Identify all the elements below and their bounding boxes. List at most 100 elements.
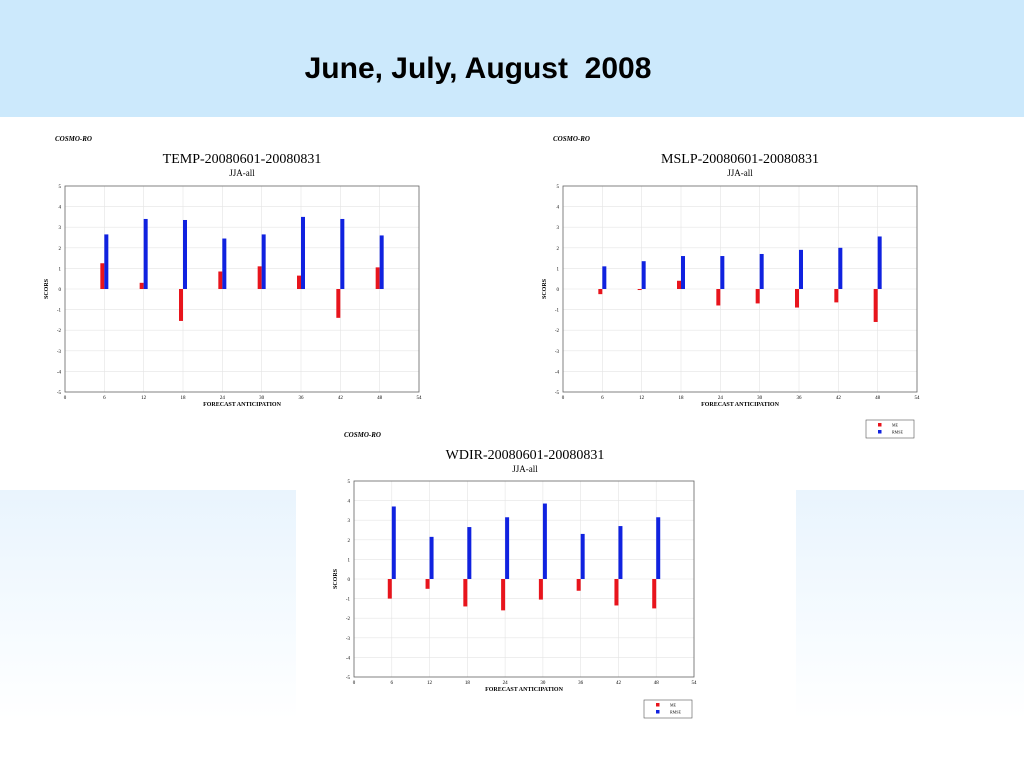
- y-tick-label: -1: [555, 309, 560, 314]
- bar-rmse-36: [799, 249, 803, 289]
- y-tick-label: 1: [348, 558, 351, 563]
- bar-rmse-12: [143, 218, 148, 289]
- y-tick-label: 1: [557, 267, 560, 272]
- x-tick-label: 36: [299, 396, 305, 401]
- x-tick-label: 0: [562, 396, 565, 401]
- chart-brand: COSMO-RO: [344, 431, 381, 439]
- x-tick-label: 48: [377, 396, 383, 401]
- y-tick-label: -5: [555, 391, 560, 396]
- y-tick-label: 5: [557, 185, 560, 190]
- bar-rmse-12: [641, 261, 646, 289]
- chart-brand: COSMO-RO: [55, 135, 92, 143]
- y-axis-label: SCORS: [44, 278, 50, 299]
- legend-swatch: [656, 703, 660, 707]
- y-axis-label: SCORS: [542, 278, 548, 299]
- bar-rmse-30: [542, 503, 547, 579]
- y-tick-label: 0: [348, 578, 351, 583]
- y-tick-label: -4: [555, 370, 560, 375]
- x-tick-label: 42: [836, 396, 842, 401]
- slide-header: June, July, August 2008: [0, 0, 1024, 117]
- bar-me-12: [425, 579, 430, 589]
- chart-subtitle: JJA-all: [727, 168, 753, 178]
- x-tick-label: 18: [465, 681, 471, 686]
- legend-swatch: [656, 710, 660, 714]
- bar-rmse-30: [759, 253, 764, 289]
- y-tick-label: -5: [346, 676, 351, 681]
- y-tick-label: 2: [348, 539, 351, 544]
- bar-rmse-30: [261, 234, 266, 289]
- y-tick-label: 4: [557, 206, 560, 211]
- bar-rmse-18: [467, 527, 472, 579]
- chart-brand: COSMO-RO: [553, 135, 590, 143]
- bar-me-24: [501, 579, 506, 611]
- bar-rmse-42: [340, 218, 345, 289]
- legend-swatch: [878, 423, 882, 427]
- x-tick-label: 30: [757, 396, 763, 401]
- legend-swatch: [878, 430, 882, 434]
- chart-title: WDIR-20080601-20080831: [446, 448, 605, 463]
- chart-subtitle: JJA-all: [512, 464, 538, 474]
- bar-me-48: [652, 579, 657, 609]
- plot-frame: [353, 480, 695, 678]
- bar-me-36: [297, 275, 301, 289]
- y-axis-label: SCORS: [333, 568, 339, 589]
- x-tick-label: 54: [915, 396, 921, 401]
- x-tick-label: 18: [181, 396, 187, 401]
- bar-me-42: [336, 289, 341, 318]
- bar-rmse-36: [580, 533, 585, 579]
- bar-me-24: [716, 289, 721, 306]
- y-tick-label: 0: [59, 288, 62, 293]
- x-axis-label: FORECAST ANTICIPATION: [701, 402, 780, 408]
- x-tick-label: 54: [692, 681, 698, 686]
- bar-rmse-6: [104, 234, 109, 289]
- y-tick-label: 2: [557, 247, 560, 252]
- bar-me-30: [538, 579, 543, 600]
- x-tick-label: 0: [64, 396, 67, 401]
- bar-rmse-24: [222, 238, 227, 289]
- x-tick-label: 0: [353, 681, 356, 686]
- x-tick-label: 12: [639, 396, 645, 401]
- bar-me-12: [637, 289, 642, 291]
- y-tick-label: -4: [57, 370, 62, 375]
- y-tick-label: -4: [346, 656, 351, 661]
- bar-rmse-6: [602, 266, 607, 289]
- bar-me-42: [834, 289, 839, 303]
- bar-me-48: [873, 289, 878, 322]
- y-tick-label: -1: [57, 309, 62, 314]
- x-tick-label: 12: [141, 396, 147, 401]
- bar-rmse-12: [429, 536, 434, 579]
- x-tick-label: 30: [540, 681, 546, 686]
- bar-me-36: [576, 579, 581, 591]
- chart-title: MSLP-20080601-20080831: [661, 152, 819, 167]
- chart-legend: ME RMSE: [865, 419, 915, 439]
- plot-frame: [562, 185, 918, 393]
- x-tick-label: 18: [679, 396, 685, 401]
- bar-rmse-18: [681, 256, 685, 289]
- bar-rmse-6: [391, 506, 396, 579]
- legend-box: [643, 699, 693, 719]
- bar-rmse-48: [379, 235, 384, 289]
- x-tick-label: 48: [654, 681, 660, 686]
- bar-rmse-24: [505, 517, 510, 579]
- y-tick-label: -3: [555, 350, 560, 355]
- bar-rmse-48: [656, 517, 661, 579]
- y-tick-label: -2: [346, 617, 351, 622]
- y-tick-label: 1: [59, 267, 62, 272]
- x-tick-label: 12: [427, 681, 433, 686]
- x-tick-label: 42: [338, 396, 344, 401]
- mslp-chart-panel: COSMO-RO MSLP-20080601-20080831 JJA-all 0 6 1…: [536, 128, 932, 443]
- x-tick-label: 6: [601, 396, 604, 401]
- y-tick-label: 4: [348, 500, 351, 505]
- bar-me-18: [179, 289, 183, 321]
- y-tick-label: 2: [59, 247, 62, 252]
- bar-rmse-24: [720, 256, 725, 289]
- y-tick-label: 3: [348, 519, 351, 524]
- bar-me-18: [677, 280, 681, 289]
- bar-rmse-48: [877, 236, 882, 289]
- bar-me-6: [387, 579, 392, 599]
- x-tick-label: 48: [875, 396, 881, 401]
- chart-title: TEMP-20080601-20080831: [163, 152, 322, 167]
